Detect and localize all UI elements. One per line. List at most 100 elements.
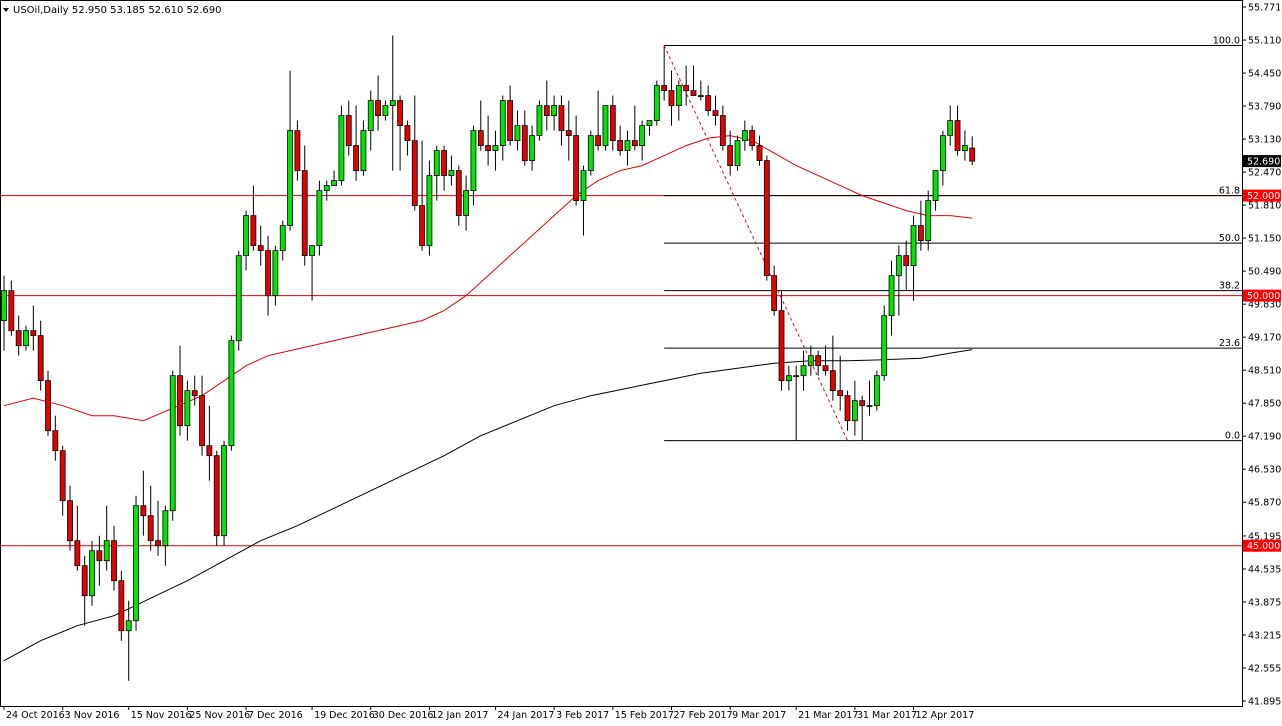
y-tick-label-4: 53.130 xyxy=(1248,135,1281,146)
candle-body-5 xyxy=(37,335,44,382)
candle-105 xyxy=(771,265,778,316)
candle-body-44 xyxy=(323,185,330,192)
y-tick-label-12: 47.850 xyxy=(1248,399,1281,410)
candle-body-127 xyxy=(932,170,939,202)
candle-54 xyxy=(397,95,403,171)
candle-55 xyxy=(404,120,411,156)
candle-15 xyxy=(111,525,117,591)
candle-body-65 xyxy=(477,130,484,146)
symbol-label: USOil,Daily xyxy=(13,5,69,16)
collapse-triangle-icon[interactable] xyxy=(3,8,9,12)
candle-body-63 xyxy=(463,190,470,217)
candle-body-100 xyxy=(734,140,741,166)
candle-body-114 xyxy=(837,390,844,397)
candle-125 xyxy=(917,200,924,251)
candle-19 xyxy=(140,470,147,536)
candle-body-55 xyxy=(404,125,411,141)
candle-71 xyxy=(521,110,528,166)
candle-65 xyxy=(477,100,484,151)
fib-level-label-5: 0.0 xyxy=(1225,431,1240,442)
candle-body-131 xyxy=(961,145,968,151)
candle-35 xyxy=(257,225,264,266)
candle-6 xyxy=(45,370,51,436)
candle-body-0 xyxy=(1,290,7,322)
candle-body-41 xyxy=(301,170,308,257)
candle-120 xyxy=(881,305,888,381)
candle-body-89 xyxy=(653,85,660,121)
candle-62 xyxy=(455,165,462,226)
candle-106 xyxy=(778,290,785,391)
candle-18 xyxy=(133,495,139,631)
candle-31 xyxy=(228,335,235,451)
candle-63 xyxy=(463,175,470,231)
y-tick-label-11: 48.510 xyxy=(1248,366,1281,377)
candle-57 xyxy=(419,140,425,251)
candle-131 xyxy=(961,130,968,161)
candle-body-107 xyxy=(785,375,792,382)
candle-49 xyxy=(360,120,367,176)
candle-93 xyxy=(683,65,690,106)
candle-body-117 xyxy=(859,400,866,407)
candle-107 xyxy=(785,365,792,391)
fibonacci-retracement[interactable]: 100.0 61.8 50.0 38.2 23.6 0.0 xyxy=(664,36,1242,442)
y-tick-label-2: 54.450 xyxy=(1248,69,1281,80)
candle-1 xyxy=(8,280,15,336)
candle-128 xyxy=(939,130,946,186)
candle-body-73 xyxy=(536,105,543,136)
candle-body-3 xyxy=(23,330,29,347)
candle-body-120 xyxy=(881,315,888,377)
candle-body-25 xyxy=(184,390,191,427)
candle-9 xyxy=(67,485,73,551)
candle-44 xyxy=(323,180,330,201)
candle-body-130 xyxy=(954,120,961,151)
candle-body-75 xyxy=(551,105,558,116)
candle-130 xyxy=(954,105,961,156)
candle-body-96 xyxy=(705,95,712,111)
candle-72 xyxy=(529,125,536,171)
level-tag-2: 45.000 xyxy=(1243,539,1281,552)
candle-body-40 xyxy=(294,130,301,171)
candle-body-33 xyxy=(243,215,249,257)
candle-25 xyxy=(184,380,191,441)
candle-82 xyxy=(602,105,609,151)
candle-94 xyxy=(690,65,697,96)
candle-body-125 xyxy=(917,225,924,242)
candle-45 xyxy=(331,170,337,187)
candle-8 xyxy=(59,445,66,516)
candle-36 xyxy=(265,235,271,316)
candle-114 xyxy=(837,355,844,411)
candle-16 xyxy=(118,570,125,641)
candle-body-97 xyxy=(712,110,719,116)
candle-101 xyxy=(741,120,748,151)
trend-line[interactable] xyxy=(663,45,848,441)
candle-32 xyxy=(235,250,242,351)
candle-body-51 xyxy=(375,100,381,116)
candle-body-77 xyxy=(565,130,572,136)
candle-body-18 xyxy=(133,505,139,622)
chart-header: USOil,Daily 52.950 53.185 52.610 52.690 xyxy=(3,5,222,16)
candle-body-68 xyxy=(499,100,506,146)
y-tick-label-21: 41.895 xyxy=(1248,697,1281,708)
candle-115 xyxy=(844,390,851,431)
candle-84 xyxy=(617,125,624,156)
candle-body-45 xyxy=(331,180,337,187)
candle-17 xyxy=(125,600,132,681)
fib-level-label-1: 61.8 xyxy=(1219,186,1240,197)
candle-91 xyxy=(668,70,675,126)
candle-96 xyxy=(705,85,712,116)
candle-body-85 xyxy=(624,140,631,151)
candle-77 xyxy=(565,100,572,161)
candle-body-113 xyxy=(829,370,836,392)
candle-body-92 xyxy=(675,85,682,106)
y-tick-label-14: 46.530 xyxy=(1248,465,1281,476)
candlesticks xyxy=(1,35,976,681)
candle-body-48 xyxy=(353,145,359,171)
candle-70 xyxy=(514,110,521,151)
candle-body-112 xyxy=(822,365,829,372)
y-tick-label-13: 47.190 xyxy=(1248,432,1281,443)
level-tag-0-bg xyxy=(1243,189,1281,202)
candle-47 xyxy=(345,100,352,156)
candle-89 xyxy=(653,80,660,126)
y-tick-label-5: 52.470 xyxy=(1248,168,1281,179)
